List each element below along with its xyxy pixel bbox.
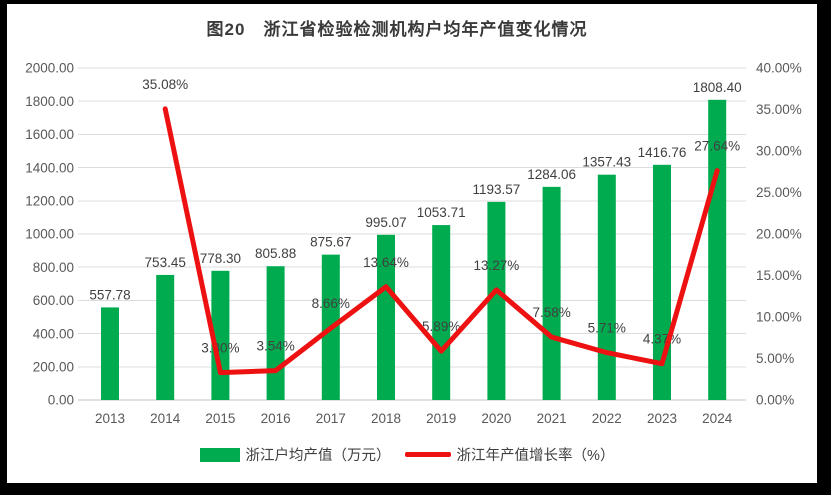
svg-text:7.58%: 7.58%: [532, 305, 570, 320]
svg-text:1193.57: 1193.57: [472, 182, 520, 197]
svg-text:5.00%: 5.00%: [756, 351, 794, 366]
svg-text:3.30%: 3.30%: [201, 341, 239, 356]
chart-title: 图20 浙江省检验检测机构户均年产值变化情况: [206, 20, 588, 39]
svg-text:10.00%: 10.00%: [756, 310, 802, 325]
svg-text:2017: 2017: [316, 411, 346, 426]
svg-text:200.00: 200.00: [33, 360, 74, 375]
svg-text:5.89%: 5.89%: [422, 319, 460, 334]
svg-text:778.30: 778.30: [200, 251, 241, 266]
svg-text:1284.06: 1284.06: [527, 167, 576, 182]
svg-text:40.00%: 40.00%: [756, 61, 802, 76]
svg-text:15.00%: 15.00%: [756, 268, 802, 283]
svg-text:805.88: 805.88: [255, 246, 296, 261]
svg-text:1400.00: 1400.00: [25, 160, 74, 175]
svg-text:2023: 2023: [647, 411, 677, 426]
svg-text:1200.00: 1200.00: [25, 194, 74, 209]
svg-text:1808.40: 1808.40: [693, 80, 742, 95]
svg-text:4.37%: 4.37%: [643, 332, 681, 347]
svg-text:30.00%: 30.00%: [756, 144, 802, 159]
svg-text:20.00%: 20.00%: [756, 227, 802, 242]
svg-text:2016: 2016: [261, 411, 291, 426]
legend-line-label: 浙江年产值增长率（%）: [456, 448, 615, 464]
svg-text:995.07: 995.07: [365, 215, 406, 230]
svg-text:5.71%: 5.71%: [588, 321, 626, 336]
svg-text:1357.43: 1357.43: [582, 155, 631, 170]
svg-text:2013: 2013: [95, 411, 125, 426]
svg-text:2021: 2021: [537, 411, 567, 426]
svg-text:13.27%: 13.27%: [474, 258, 520, 273]
svg-text:35.08%: 35.08%: [142, 77, 188, 92]
svg-text:35.00%: 35.00%: [756, 102, 802, 117]
svg-text:1416.76: 1416.76: [638, 145, 687, 160]
legend-bar-swatch-icon: [199, 447, 240, 462]
svg-text:2022: 2022: [592, 411, 622, 426]
svg-text:8.66%: 8.66%: [312, 296, 350, 311]
svg-text:2020: 2020: [481, 411, 511, 426]
svg-text:2015: 2015: [205, 411, 235, 426]
svg-text:600.00: 600.00: [33, 293, 74, 308]
legend-bar-label: 浙江户均产值（万元）: [245, 448, 391, 464]
chart-plot: 0.00 200.00 400.00 600.00 800.00 1000.00 1200.…: [25, 61, 802, 426]
svg-text:0.00%: 0.00%: [756, 393, 794, 408]
svg-text:2014: 2014: [150, 411, 181, 426]
svg-text:25.00%: 25.00%: [756, 185, 802, 200]
legend-line-swatch-icon: [404, 452, 451, 457]
svg-text:1800.00: 1800.00: [25, 94, 74, 109]
chart-canvas: 图20 浙江省检验检测机构户均年产值变化情况 0.00 200.00 400.00 6…: [7, 4, 817, 483]
svg-text:1053.71: 1053.71: [417, 205, 466, 220]
svg-text:800.00: 800.00: [33, 260, 74, 275]
svg-text:3.54%: 3.54%: [256, 339, 294, 354]
svg-text:1600.00: 1600.00: [25, 127, 74, 142]
svg-text:753.45: 753.45: [145, 255, 186, 270]
chart-legend: 浙江户均产值（万元） 浙江年产值增长率（%）: [7, 444, 807, 465]
svg-text:557.78: 557.78: [89, 287, 130, 302]
svg-text:0.00: 0.00: [48, 393, 74, 408]
svg-text:2000.00: 2000.00: [25, 61, 74, 76]
svg-text:875.67: 875.67: [310, 235, 351, 250]
svg-text:2024: 2024: [702, 411, 733, 426]
svg-text:400.00: 400.00: [33, 326, 74, 341]
svg-text:2019: 2019: [426, 411, 456, 426]
svg-text:1000.00: 1000.00: [25, 227, 74, 242]
svg-text:27.64%: 27.64%: [694, 139, 740, 154]
svg-text:13.64%: 13.64%: [363, 255, 409, 270]
svg-text:2018: 2018: [371, 411, 401, 426]
